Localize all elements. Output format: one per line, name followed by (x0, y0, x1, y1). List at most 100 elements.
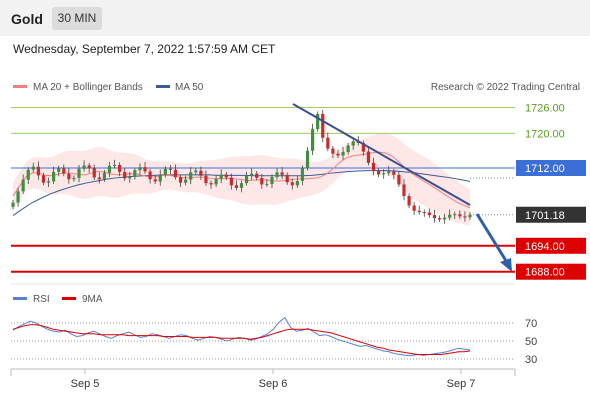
candle-body (316, 113, 320, 130)
rsi-oscillator: 30 50 70 (11, 316, 537, 366)
candle-body (148, 171, 152, 180)
level-label-1720.00: 1720.00 (525, 128, 565, 140)
level-label-1688.00: 1688.00 (525, 267, 565, 279)
candle-body (143, 167, 147, 172)
candle-body (275, 172, 279, 178)
ma50-legend-label: MA 50 (175, 82, 204, 93)
level-badge-notch (516, 237, 522, 254)
candle-body (371, 162, 376, 172)
candle-body (67, 173, 71, 180)
candle-body (153, 179, 157, 182)
candle-body (255, 173, 259, 178)
candle-body (382, 173, 386, 175)
candle-body (224, 174, 228, 178)
candle-body (458, 214, 462, 217)
candle-body (194, 170, 198, 173)
candle-body (377, 171, 381, 175)
candle-body (366, 151, 371, 163)
candle-body (402, 184, 406, 197)
candle-body (62, 168, 66, 174)
candle-body (260, 177, 264, 185)
candle-body (26, 169, 30, 180)
rsi-legend-label: RSI (33, 294, 50, 305)
ma50-legend-swatch (156, 85, 170, 88)
candle-body (468, 214, 472, 218)
candle-body (128, 177, 132, 179)
ma20-series (12, 151, 471, 209)
last-price-badge (516, 206, 586, 223)
candle-body (21, 179, 25, 192)
candle-body (285, 174, 289, 183)
candle-body (351, 141, 355, 146)
candle-body (422, 212, 426, 214)
level-label-1694.00: 1694.00 (525, 241, 565, 253)
candle-body (199, 170, 203, 176)
candle-body (397, 174, 401, 185)
timeframe-button[interactable]: 30 MIN (52, 7, 102, 30)
candle-body (392, 171, 396, 175)
rsi-legend-swatch (13, 297, 27, 300)
ma20-legend-swatch (13, 85, 27, 88)
level-badge-1688.00 (516, 263, 586, 280)
candle-body (219, 174, 223, 179)
candle-body (341, 152, 345, 156)
candle-body (123, 171, 127, 179)
candle-body (417, 210, 421, 213)
candle-body (346, 145, 350, 153)
candle-body (178, 177, 183, 183)
projection-arrow-head (500, 258, 512, 272)
candle-body (133, 170, 137, 178)
rsi-tick-70: 70 (525, 318, 537, 330)
candle-body (107, 165, 112, 173)
price-level-labels: 1726.00 1720.00 1712.00 1694.00 1688.00 1701.… (516, 103, 586, 280)
candle-body (326, 137, 330, 149)
x-tick-label-Sep-7: Sep 7 (447, 378, 476, 390)
candle-body (437, 218, 442, 220)
candle-body (118, 164, 122, 172)
candle-body (443, 217, 447, 220)
candle-body (209, 183, 213, 185)
candle-body (204, 175, 208, 184)
candle-body (250, 173, 254, 176)
candle-body (57, 168, 61, 172)
projection-arrow-shaft (475, 213, 510, 265)
ma9-legend-swatch (62, 297, 76, 300)
candle-body (244, 175, 249, 184)
candle-body (82, 165, 86, 169)
candle-body (387, 171, 391, 174)
candle-body (92, 168, 96, 178)
candle-body (295, 180, 299, 186)
candle-body (234, 185, 239, 188)
candle-body (336, 153, 340, 156)
candle-body (300, 168, 305, 181)
x-tick-label-Sep-5: Sep 5 (71, 378, 100, 390)
candle-body (168, 168, 173, 170)
rsi-ma9-line (12, 324, 471, 355)
candle-body (77, 168, 81, 178)
ma9-legend-label: 9MA (82, 294, 103, 305)
candle-body (270, 177, 274, 184)
candle-body (158, 174, 162, 182)
trendline-group (292, 103, 512, 272)
candle-body (407, 196, 411, 206)
level-label-1726.00: 1726.00 (525, 103, 565, 115)
level-label-1712.00: 1712.00 (525, 163, 565, 175)
level-badge-notch (516, 160, 522, 176)
candle-body (305, 150, 310, 168)
candle-body (36, 166, 40, 176)
candle-body (331, 148, 335, 154)
instrument-title: Gold (11, 11, 43, 27)
candle-body (412, 205, 416, 211)
candle-body (11, 202, 15, 207)
candle-body (41, 175, 46, 183)
candle-body (427, 212, 431, 216)
candle-body (321, 113, 325, 138)
candle-body (432, 215, 437, 219)
candle-body (310, 129, 315, 151)
candle-body (138, 167, 142, 171)
candle-body (112, 164, 117, 166)
candle-body (448, 214, 452, 218)
candle-body (97, 177, 101, 180)
rsi-tick-50: 50 (525, 336, 537, 348)
